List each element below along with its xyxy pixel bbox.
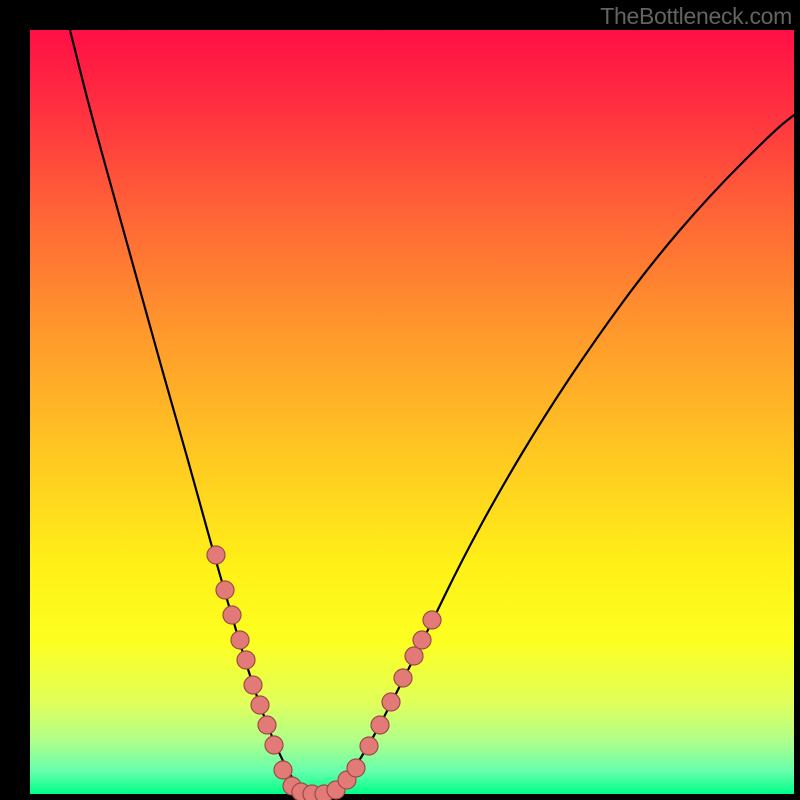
curve-marker [216,581,234,599]
curve-marker [265,736,283,754]
curve-marker [360,737,378,755]
curve-marker [231,631,249,649]
curve-marker [371,716,389,734]
watermark-text: TheBottleneck.com [600,3,792,30]
curve-marker [423,611,441,629]
curve-marker [347,759,365,777]
curve-marker [237,651,255,669]
curve-marker [274,761,292,779]
curve-marker [244,676,262,694]
curve-marker [223,606,241,624]
curve-marker [413,631,431,649]
curve-marker [258,716,276,734]
curve-marker [382,693,400,711]
curve-marker [394,669,412,687]
curve-marker [405,647,423,665]
curve-marker [207,546,225,564]
curve-marker [251,696,269,714]
